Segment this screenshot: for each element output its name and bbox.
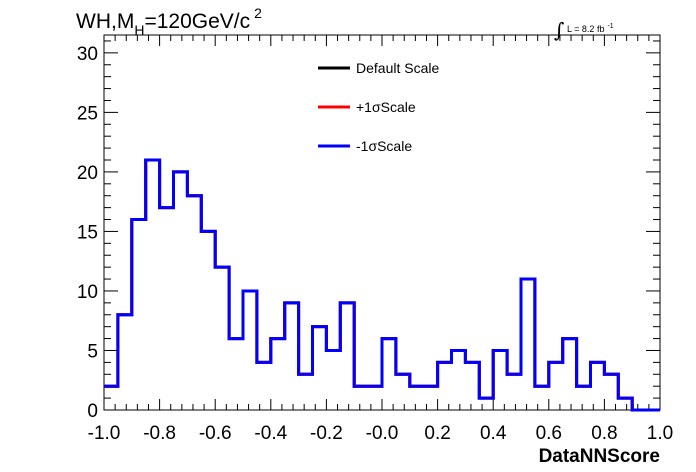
y-axis-ticks (104, 40, 660, 411)
histogram-series (104, 158, 660, 412)
lumi-label: L = 8.2 fb -1 (567, 23, 614, 34)
series-line-2 (104, 158, 660, 412)
legend-label-plus1sigma: +1σScale (356, 99, 416, 115)
legend-entry-default: Default Scale (318, 60, 439, 76)
x-tick-label: 0.6 (536, 423, 562, 444)
lumi-value: L = 8.2 fb (567, 24, 604, 34)
x-tick-label: 0.4 (480, 423, 507, 444)
x-axis-tick-labels: -1.0 -0.8 -0.6 -0.4 -0.2 -0.0 0.2 0.4 0.6 0.8 1.0 (88, 423, 674, 444)
legend-entry-minus1sigma: -1σScale (318, 138, 412, 154)
x-tick-label: 1.0 (647, 423, 673, 444)
title-subscript: H (134, 22, 144, 38)
x-tick-label: -1.0 (88, 423, 121, 444)
x-tick-label: -0.8 (143, 423, 176, 444)
legend-label-minus1sigma: -1σScale (356, 138, 412, 154)
y-tick-label: 10 (77, 282, 98, 303)
legend-label-default: Default Scale (356, 60, 439, 76)
legend-entry-plus1sigma: +1σScale (318, 99, 416, 115)
x-tick-label: 0.8 (591, 423, 617, 444)
x-tick-label: -0.2 (310, 423, 343, 444)
lumi-superscript: -1 (607, 23, 613, 30)
lumi-integral: ∫ (554, 18, 564, 42)
y-tick-label: 20 (77, 163, 98, 184)
x-tick-label: -0.0 (366, 423, 399, 444)
x-tick-label: -0.6 (199, 423, 232, 444)
y-tick-label: 15 (77, 222, 98, 243)
legend: Default Scale +1σScale -1σScale (318, 60, 439, 154)
x-axis-ticks (103, 35, 661, 410)
y-tick-label: 30 (77, 44, 98, 65)
x-tick-label: -0.4 (254, 423, 287, 444)
x-axis-title: DataNNScore (539, 446, 660, 467)
y-axis-tick-labels: 0 5 10 15 20 25 30 (77, 44, 98, 422)
y-tick-label: 0 (87, 401, 98, 422)
y-tick-label: 5 (87, 341, 98, 362)
title-rest: =120GeV/c (144, 10, 250, 33)
chart-title: WH,MH=120GeV/c 2 (76, 5, 262, 38)
title-superscript: 2 (254, 5, 262, 21)
x-tick-label: 0.2 (424, 423, 450, 444)
y-tick-label: 25 (77, 103, 98, 124)
title-main: WH,M (76, 10, 134, 33)
